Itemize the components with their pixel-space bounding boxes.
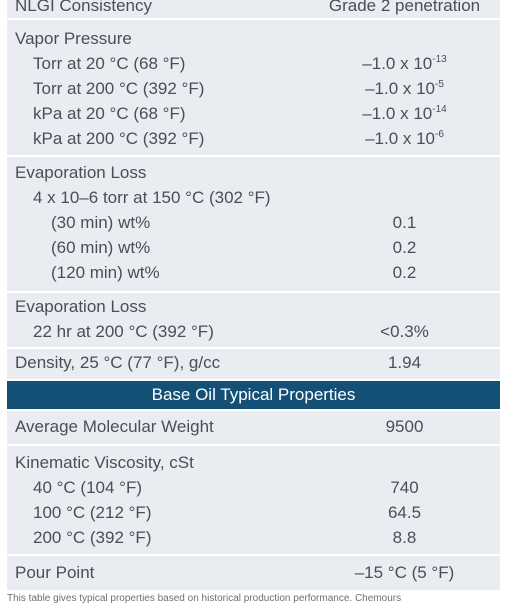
properties-table: NLGI Consistency Grade 2 penetration Vap… [7, 0, 500, 590]
row-label: 100 °C (212 °F) [33, 503, 152, 522]
row-value: 0.1 [392, 213, 417, 232]
table-row: 4 x 10–6 torr at 150 °C (302 °F) [7, 185, 500, 210]
row-label: 22 hr at 200 °C (392 °F) [33, 322, 214, 341]
table-row: kPa at 200 °C (392 °F) –1.0 x 10-6 [7, 126, 500, 151]
table-row: (120 min) wt% 0.2 [7, 260, 500, 285]
condition-label: 4 x 10–6 torr at 150 °C (302 °F) [33, 188, 271, 207]
mw-value: 9500 [385, 417, 424, 436]
nlgi-section: NLGI Consistency Grade 2 penetration [7, 0, 500, 20]
row-label: Torr at 20 °C (68 °F) [33, 54, 186, 73]
row-value: –1.0 x 10-14 [362, 104, 447, 123]
table-row: 200 °C (392 °F) 8.8 [7, 525, 500, 550]
evaporation-loss-title: Evaporation Loss [15, 163, 147, 182]
row-label: Torr at 200 °C (392 °F) [33, 79, 205, 98]
row-value: 740 [390, 478, 419, 497]
row-value: 0.2 [392, 263, 417, 282]
row-label: 200 °C (392 °F) [33, 528, 152, 547]
row-value: –1.0 x 10-6 [365, 129, 444, 148]
row-value: <0.3% [380, 322, 429, 341]
vapor-pressure-section: Vapor Pressure Torr at 20 °C (68 °F) –1.… [7, 20, 500, 157]
density-value: 1.94 [387, 353, 422, 372]
evaporation-loss-section: Evaporation Loss 4 x 10–6 torr at 150 °C… [7, 157, 500, 293]
nlgi-label: NLGI Consistency [15, 0, 152, 15]
evaporation-loss-title: Evaporation Loss [15, 297, 147, 316]
nlgi-value: Grade 2 penetration [328, 0, 481, 15]
vapor-pressure-title: Vapor Pressure [15, 29, 132, 48]
row-value: 0.2 [392, 238, 417, 257]
row-label: (30 min) wt% [51, 213, 151, 232]
viscosity-section: Kinematic Viscosity, cSt 40 °C (104 °F) … [7, 446, 500, 556]
pour-point-label: Pour Point [15, 563, 95, 582]
section-title: Evaporation Loss [7, 160, 500, 185]
density-label: Density, 25 °C (77 °F), g/cc [15, 353, 221, 372]
row-label: kPa at 20 °C (68 °F) [33, 104, 186, 123]
row-label: (60 min) wt% [51, 238, 151, 257]
table-row: Average Molecular Weight 9500 [7, 414, 500, 439]
table-row: Density, 25 °C (77 °F), g/cc 1.94 [7, 350, 500, 375]
row-label: 40 °C (104 °F) [33, 478, 143, 497]
pour-point-value: –15 °C (5 °F) [354, 563, 455, 582]
table-row: kPa at 20 °C (68 °F) –1.0 x 10-14 [7, 101, 500, 126]
section-title: Evaporation Loss [7, 294, 500, 319]
density-section: Density, 25 °C (77 °F), g/cc 1.94 [7, 349, 500, 381]
pour-point-section: Pour Point –15 °C (5 °F) [7, 556, 500, 590]
viscosity-title: Kinematic Viscosity, cSt [15, 453, 194, 472]
row-value: –1.0 x 10-5 [365, 79, 444, 98]
table-row: 100 °C (212 °F) 64.5 [7, 500, 500, 525]
molecular-weight-section: Average Molecular Weight 9500 [7, 411, 500, 446]
table-row: Torr at 200 °C (392 °F) –1.0 x 10-5 [7, 76, 500, 101]
mw-label: Average Molecular Weight [15, 417, 214, 436]
table-row: (30 min) wt% 0.1 [7, 210, 500, 235]
nlgi-row: NLGI Consistency Grade 2 penetration [7, 0, 500, 18]
table-row: Torr at 20 °C (68 °F) –1.0 x 10-13 [7, 51, 500, 76]
row-label: (120 min) wt% [51, 263, 160, 282]
table-row: 22 hr at 200 °C (392 °F) <0.3% [7, 319, 500, 344]
footnote: This table gives typical properties base… [7, 593, 402, 604]
section-title: Vapor Pressure [7, 26, 500, 51]
table-row: Pour Point –15 °C (5 °F) [7, 560, 500, 585]
evaporation-loss-section-2: Evaporation Loss 22 hr at 200 °C (392 °F… [7, 293, 500, 349]
row-value: –1.0 x 10-13 [362, 54, 447, 73]
table-row: (60 min) wt% 0.2 [7, 235, 500, 260]
row-value: 64.5 [387, 503, 422, 522]
table-row: 40 °C (104 °F) 740 [7, 475, 500, 500]
row-value: 8.8 [392, 528, 417, 547]
base-oil-header: Base Oil Typical Properties [7, 381, 500, 411]
row-label: kPa at 200 °C (392 °F) [33, 129, 205, 148]
section-title: Kinematic Viscosity, cSt [7, 450, 500, 475]
